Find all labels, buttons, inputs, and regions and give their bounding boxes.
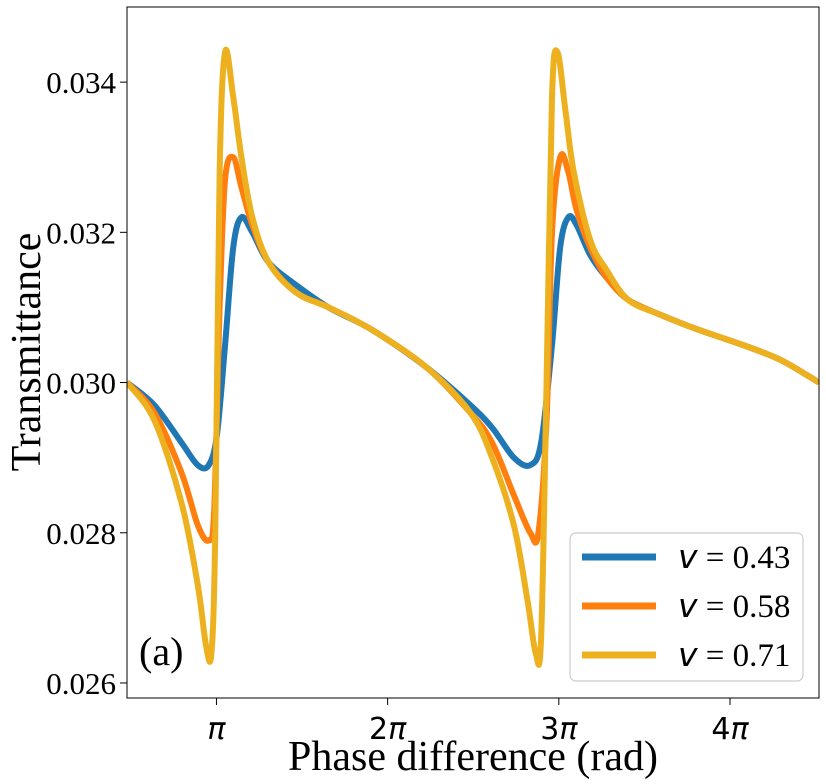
legend-variable-symbol: v: [678, 537, 698, 576]
x-axis: π 2π 3π 4π: [207, 698, 750, 747]
legend-label-2: v = 0.58: [678, 586, 790, 625]
y-tick-label: 0.026: [46, 666, 116, 701]
x-axis-title: Phase difference (rad): [288, 734, 658, 780]
y-tick-label: 0.032: [46, 215, 116, 250]
panel-label: (a): [139, 629, 183, 674]
legend-label-3: v = 0.71: [678, 635, 790, 674]
x-tick-label: 2π: [369, 712, 407, 747]
legend-box: [569, 532, 804, 682]
legend-label-1: v = 0.43: [678, 537, 790, 576]
y-tick-label: 0.030: [46, 366, 116, 401]
legend-value-text: = 0.58: [698, 589, 791, 625]
legend-entries: v = 0.43v = 0.58v = 0.71: [582, 537, 790, 674]
legend-value-text: = 0.43: [698, 540, 791, 576]
legend-variable-symbol: v: [678, 635, 698, 674]
series-line-3: [127, 46, 819, 668]
y-tick-label: 0.034: [46, 65, 116, 100]
y-axis: 0.026 0.028 0.030 0.032 0.034: [46, 65, 127, 701]
y-axis-title: Transmittance: [4, 233, 50, 472]
series-layer: [127, 46, 819, 668]
legend-value-text: = 0.71: [698, 638, 791, 674]
x-tick-label: 4π: [711, 712, 749, 747]
x-tick-label: 3π: [540, 712, 578, 747]
legend: v = 0.43v = 0.58v = 0.71: [569, 532, 804, 682]
y-tick-label: 0.028: [46, 516, 116, 551]
legend-variable-symbol: v: [678, 586, 698, 625]
x-tick-label: π: [207, 712, 226, 747]
plot-frame: [126, 6, 820, 699]
